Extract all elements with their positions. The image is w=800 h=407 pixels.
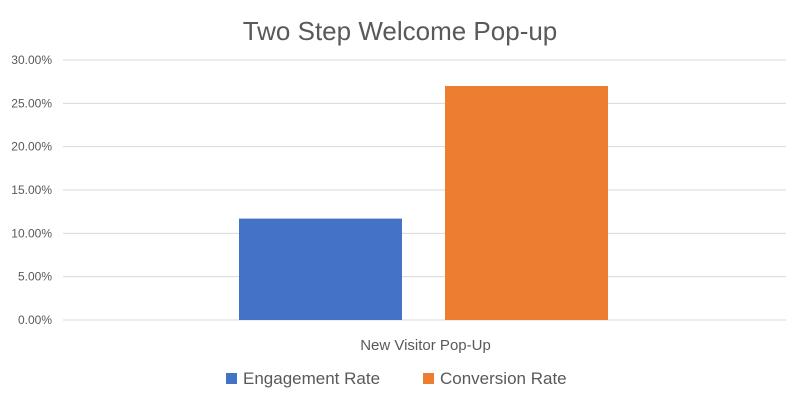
- chart-title: Two Step Welcome Pop-up: [243, 16, 558, 46]
- legend-swatch: [226, 373, 237, 384]
- x-axis-tick-labels: New Visitor Pop-Up: [360, 337, 491, 354]
- bars: [239, 86, 608, 320]
- legend-swatch: [423, 373, 434, 384]
- y-tick-label: 10.00%: [11, 226, 52, 240]
- y-tick-label: 5.00%: [18, 270, 52, 284]
- y-tick-label: 20.00%: [11, 140, 52, 154]
- legend: Engagement Rate Conversion Rate: [226, 369, 567, 388]
- y-tick-label: 30.00%: [11, 53, 52, 67]
- y-tick-label: 0.00%: [18, 313, 52, 327]
- x-tick-label: New Visitor Pop-Up: [360, 337, 491, 354]
- y-axis-tick-labels: 0.00% 5.00% 10.00% 15.00% 20.00% 25.00% 30.00%: [11, 53, 52, 327]
- legend-label: Engagement Rate: [243, 369, 380, 388]
- bar-engagement-rate: [239, 218, 402, 320]
- legend-label: Conversion Rate: [440, 369, 567, 388]
- gridlines: [63, 59, 786, 321]
- bar-conversion-rate: [445, 86, 608, 320]
- y-tick-label: 25.00%: [11, 96, 52, 110]
- y-tick-label: 15.00%: [11, 183, 52, 197]
